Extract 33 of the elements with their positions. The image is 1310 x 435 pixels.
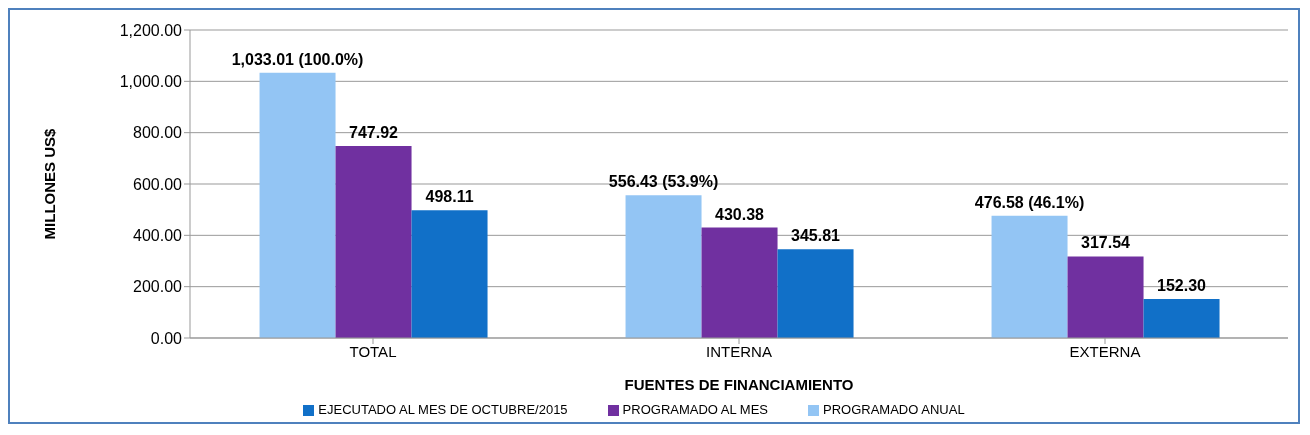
y-tick-label: 600.00 <box>133 175 183 193</box>
bar <box>259 72 336 338</box>
bar <box>625 195 702 338</box>
y-tick-label: 0.00 <box>150 329 183 347</box>
data-label: 430.38 <box>715 205 765 223</box>
bar <box>1067 256 1144 338</box>
x-tick-label: INTERNA <box>706 342 772 360</box>
data-label: 345.81 <box>791 227 841 245</box>
x-axis-title: FUENTES DE FINANCIAMIENTO <box>624 376 854 393</box>
bar <box>335 146 412 338</box>
legend-label: EJECUTADO AL MES DE OCTUBRE/2015 <box>318 402 568 417</box>
y-tick-label: 200.00 <box>133 278 183 296</box>
data-label: 498.11 <box>425 188 474 206</box>
x-tick-label: EXTERNA <box>1069 342 1141 360</box>
y-tick-label: 1,000.00 <box>119 73 183 91</box>
bar <box>411 210 488 338</box>
y-axis-title: MILLONES US$ <box>41 127 59 240</box>
data-label: 317.54 <box>1081 234 1131 252</box>
bar <box>991 215 1068 338</box>
data-label: 1,033.01 (100.0%) <box>231 50 364 68</box>
x-tick-label: TOTAL <box>349 342 397 360</box>
bar <box>701 227 778 338</box>
y-tick-label: 1,200.00 <box>119 21 183 39</box>
data-label: 476.58 (46.1%) <box>974 193 1085 211</box>
bar <box>777 249 854 338</box>
legend-label: PROGRAMADO ANUAL <box>823 402 965 417</box>
bar <box>1143 298 1220 338</box>
y-tick-label: 800.00 <box>133 124 183 142</box>
data-label: 556.43 (53.9%) <box>608 173 719 191</box>
data-label: 747.92 <box>349 124 399 142</box>
data-label: 152.30 <box>1157 276 1207 294</box>
legend-label: PROGRAMADO AL MES <box>622 402 769 417</box>
y-tick-label: 400.00 <box>133 227 183 245</box>
